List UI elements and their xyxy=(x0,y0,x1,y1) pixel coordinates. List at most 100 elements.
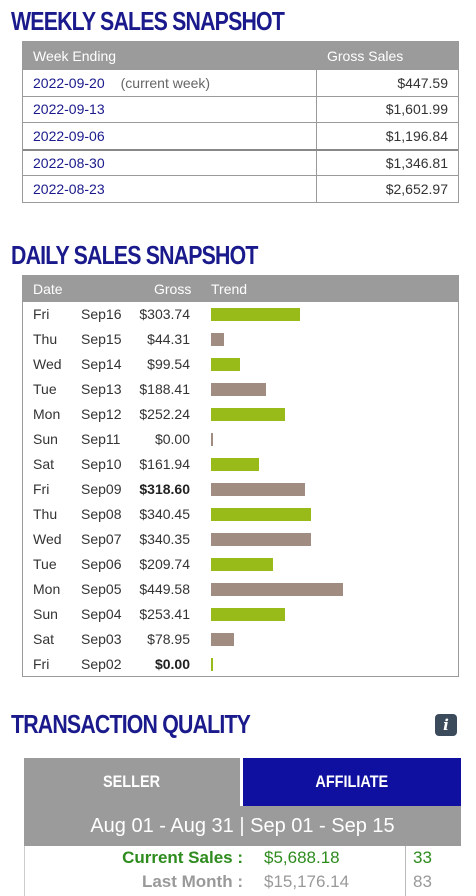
date-cell: Sep10 xyxy=(81,456,122,472)
gross-cell: $340.35 xyxy=(139,531,190,547)
tab-divider xyxy=(240,758,243,806)
trend-bar xyxy=(211,333,224,346)
trend-bar xyxy=(211,633,234,646)
last-month-label: Last Month : xyxy=(141,872,243,891)
current-sales-row: Current Sales : $5,688.18 33 xyxy=(25,846,461,870)
day-cell: Sat xyxy=(33,631,55,647)
daily-row: Wed Sep14 $99.54 xyxy=(23,352,458,377)
day-cell: Sun xyxy=(33,431,58,447)
week-ending-cell: 2022-09-13 xyxy=(23,96,317,122)
gross-sales-cell: $447.59 xyxy=(397,74,448,91)
gross-cell: $209.74 xyxy=(139,556,190,572)
gross-cell: $449.58 xyxy=(139,581,190,597)
daily-row: Mon Sep12 $252.24 xyxy=(23,402,458,427)
day-cell: Wed xyxy=(33,531,62,547)
current-sales-value: $5,688.18 xyxy=(264,848,340,867)
stats-divider xyxy=(405,846,406,896)
date-cell: Sep13 xyxy=(81,381,122,397)
gross-cell: $0.00 xyxy=(154,656,190,672)
day-cell: Sun xyxy=(33,606,58,622)
info-icon[interactable]: i xyxy=(435,714,457,736)
trend-bar xyxy=(211,483,305,496)
trend-bar xyxy=(211,408,285,421)
date-cell: Sep15 xyxy=(81,331,122,347)
daily-title: DAILY SALES SNAPSHOT xyxy=(11,240,258,270)
daily-row: Sat Sep03 $78.95 xyxy=(23,627,458,652)
tab-seller[interactable]: SELLER xyxy=(24,758,240,806)
col-trend: Trend xyxy=(211,281,248,297)
trend-bar xyxy=(211,358,240,371)
gross-cell: $78.95 xyxy=(147,631,190,647)
week-date-link[interactable]: 2022-09-06 xyxy=(33,127,105,144)
tab-affiliate[interactable]: AFFILIATE xyxy=(243,758,461,806)
date-cell: Sep12 xyxy=(81,406,122,422)
daily-sales-table: Date Gross Trend Fri Sep16 $303.74 Thu Sep15… xyxy=(22,275,459,677)
quality-title: TRANSACTION QUALITY xyxy=(11,709,251,739)
day-cell: Sat xyxy=(33,456,55,472)
gross-sales-cell: $1,601.99 xyxy=(385,101,448,118)
daily-row: Tue Sep13 $188.41 xyxy=(23,377,458,402)
col-date: Date xyxy=(33,281,63,297)
date-cell: Sep16 xyxy=(81,306,122,322)
daily-row: Fri Sep09 $318.60 xyxy=(23,477,458,502)
current-sales-label: Current Sales : xyxy=(122,848,243,867)
weekly-row: 2022-08-30 $1,346.81 xyxy=(23,148,458,175)
daily-row: Sun Sep11 $0.00 xyxy=(23,427,458,452)
date-cell: Sep11 xyxy=(81,431,121,447)
day-cell: Mon xyxy=(33,406,61,422)
daily-row: Tue Sep06 $209.74 xyxy=(23,552,458,577)
date-cell: Sep03 xyxy=(81,631,122,647)
week-ending-cell: 2022-09-06 xyxy=(23,123,317,149)
date-cell: Sep08 xyxy=(81,506,122,522)
week-date-link[interactable]: 2022-08-30 xyxy=(33,154,105,171)
gross-sales-cell: $1,196.84 xyxy=(385,127,448,144)
gross-cell: $188.41 xyxy=(139,381,190,397)
trend-bar xyxy=(211,583,343,596)
date-cell: Sep05 xyxy=(81,581,122,597)
gross-sales-cell: $2,652.97 xyxy=(385,180,448,197)
gross-cell: $0.00 xyxy=(154,431,190,447)
weekly-header-row: Week Ending Gross Sales xyxy=(23,42,458,69)
weekly-row: 2022-09-13 $1,601.99 xyxy=(23,95,458,122)
last-month-row: Last Month : $15,176.14 83 xyxy=(25,870,461,894)
week-date-link[interactable]: 2022-08-23 xyxy=(33,180,105,197)
daily-row: Sat Sep10 $161.94 xyxy=(23,452,458,477)
day-cell: Fri xyxy=(33,656,50,672)
day-cell: Fri xyxy=(33,481,50,497)
trend-bar xyxy=(211,608,285,621)
day-cell: Thu xyxy=(33,506,58,522)
date-cell: Sep02 xyxy=(81,656,122,672)
date-cell: Sep09 xyxy=(81,481,122,497)
week-ending-cell: 2022-09-20 (current week) xyxy=(23,70,317,96)
weekly-row: 2022-08-23 $2,652.97 xyxy=(23,175,458,202)
col-week-ending: Week Ending xyxy=(33,47,117,64)
day-cell: Tue xyxy=(33,556,57,572)
gross-cell: $318.60 xyxy=(139,481,190,497)
trend-bar xyxy=(211,533,311,546)
date-cell: Sep06 xyxy=(81,556,122,572)
date-cell: Sep14 xyxy=(81,356,122,372)
col-gross: Gross xyxy=(154,281,192,297)
daily-row: Thu Sep15 $44.31 xyxy=(23,327,458,352)
gross-cell: $252.24 xyxy=(139,406,190,422)
quality-tabs: SELLER AFFILIATE xyxy=(24,758,461,806)
weekly-title: WEEKLY SALES SNAPSHOT xyxy=(11,6,285,36)
gross-cell: $99.54 xyxy=(147,356,190,372)
week-date-link[interactable]: 2022-09-20 xyxy=(33,74,105,91)
trend-bar xyxy=(211,558,273,571)
gross-cell: $161.94 xyxy=(139,456,190,472)
current-sales-count: 33 xyxy=(413,848,432,867)
trend-bar xyxy=(211,658,213,671)
gross-cell: $303.74 xyxy=(139,306,190,322)
trend-bar xyxy=(211,433,213,446)
gross-sales-cell: $1,346.81 xyxy=(385,154,448,171)
gross-cell: $340.45 xyxy=(139,506,190,522)
gross-cell: $253.41 xyxy=(139,606,190,622)
week-date-link[interactable]: 2022-09-13 xyxy=(33,101,105,118)
day-cell: Fri xyxy=(33,306,50,322)
last-month-value: $15,176.14 xyxy=(264,872,350,891)
day-cell: Wed xyxy=(33,356,62,372)
daily-row: Sun Sep04 $253.41 xyxy=(23,602,458,627)
quality-stats: Current Sales : $5,688.18 33 Last Month … xyxy=(24,846,461,896)
col-gross-sales: Gross Sales xyxy=(327,47,404,64)
